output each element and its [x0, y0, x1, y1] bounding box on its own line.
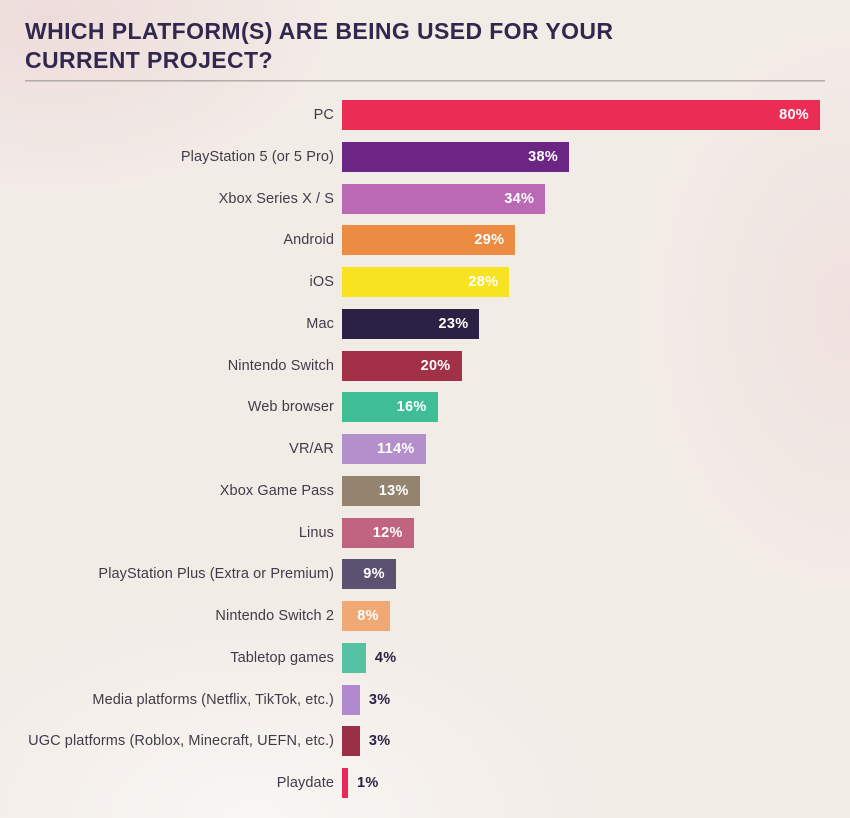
bar-area: 13% — [342, 475, 420, 506]
bar: 13% — [342, 475, 420, 506]
bar-area: 114% — [342, 434, 426, 464]
bar-area: 3% — [342, 726, 391, 757]
bar: 8% — [342, 601, 390, 631]
category-label: UGC platforms (Roblox, Minecraft, UEFN, … — [28, 733, 334, 750]
chart-row: Android 29% — [0, 225, 850, 256]
category-label: Playdate — [276, 775, 334, 791]
page-title-line-2: CURRENT PROJECT? — [25, 47, 273, 73]
category-label: Mac — [306, 315, 334, 332]
category-label: PC — [313, 107, 334, 123]
bar-area: 34% — [342, 183, 546, 214]
bar-area: 16% — [342, 392, 438, 423]
category-label: Android — [283, 232, 334, 249]
chart-row: Web browser 16% — [0, 392, 850, 423]
value-label: 38% — [528, 148, 559, 165]
bar-area: 3% — [342, 684, 391, 715]
category-label: Xbox Series X / S — [218, 190, 334, 207]
chart-header: WHICH PLATFORM(S) ARE BEING USED FOR YOU… — [0, 0, 850, 75]
value-label: 20% — [420, 357, 451, 374]
bar-area: 4% — [342, 642, 397, 673]
page-title-line-1: WHICH PLATFORM(S) ARE BEING USED FOR YOU… — [25, 18, 614, 44]
bar: 114% — [342, 434, 426, 464]
bar: 38% — [342, 141, 570, 172]
chart-row: iOS 28% — [0, 267, 850, 297]
value-label: 12% — [372, 524, 403, 541]
bar: 29% — [342, 225, 516, 256]
value-label: 16% — [396, 399, 427, 416]
category-label: Linus — [298, 524, 334, 541]
category-label: Web browser — [247, 399, 334, 416]
bar-area: 29% — [342, 225, 516, 256]
bar-area: 38% — [342, 141, 570, 172]
category-label: Nintendo Switch 2 — [215, 608, 334, 624]
category-label: Nintendo Switch — [227, 357, 334, 374]
bar: 28% — [342, 267, 510, 297]
chart-row: PC 80% — [0, 100, 850, 130]
bar-chart: PC 80% PlayStation 5 (or 5 Pro) 38% Xbox Ser… — [0, 100, 850, 798]
bar — [342, 642, 366, 673]
bar: 23% — [342, 308, 480, 339]
bar-area: 28% — [342, 267, 510, 297]
chart-row: PlayStation Plus (Extra or Premium) 9% — [0, 559, 850, 590]
value-label: 3% — [368, 691, 391, 708]
bar: 20% — [342, 350, 462, 381]
bar — [342, 684, 360, 715]
value-label: 4% — [374, 649, 397, 666]
bar-area: 8% — [342, 601, 390, 631]
bar: 9% — [342, 559, 396, 590]
bar: 16% — [342, 392, 438, 423]
bar-area: 12% — [342, 517, 414, 548]
value-label: 9% — [363, 566, 385, 583]
chart-row: Nintendo Switch 20% — [0, 350, 850, 381]
value-label: 3% — [368, 733, 391, 750]
bar: 34% — [342, 183, 546, 214]
value-label: 1% — [356, 775, 379, 791]
category-label: Tabletop games — [230, 649, 334, 666]
bar-area: 20% — [342, 350, 462, 381]
category-label: PlayStation 5 (or 5 Pro) — [180, 148, 334, 165]
chart-row: Nintendo Switch 2 8% — [0, 601, 850, 631]
bar — [342, 726, 360, 757]
chart-row: Linus 12% — [0, 517, 850, 548]
chart-row: PlayStation 5 (or 5 Pro) 38% — [0, 141, 850, 172]
category-label: Xbox Game Pass — [219, 482, 334, 499]
bar: 12% — [342, 517, 414, 548]
category-label: iOS — [309, 274, 334, 290]
chart-row: Tabletop games 4% — [0, 642, 850, 673]
chart-row: Mac 23% — [0, 308, 850, 339]
header-divider — [25, 80, 825, 82]
bar — [342, 768, 348, 798]
value-label: 34% — [504, 190, 535, 207]
chart-row: Media platforms (Netflix, TikTok, etc.) 3… — [0, 684, 850, 715]
bar-area: 9% — [342, 559, 396, 590]
category-label: VR/AR — [289, 441, 334, 457]
value-label: 28% — [468, 274, 499, 290]
bar-area: 23% — [342, 308, 480, 339]
value-label: 23% — [438, 315, 469, 332]
value-label: 80% — [779, 107, 809, 123]
chart-row: Xbox Game Pass 13% — [0, 475, 850, 506]
value-label: 8% — [357, 608, 379, 624]
bar-area: 80% — [342, 100, 820, 130]
bar: 80% — [342, 100, 820, 130]
bar-area: 1% — [342, 768, 379, 798]
chart-row: Xbox Series X / S 34% — [0, 183, 850, 214]
chart-row: UGC platforms (Roblox, Minecraft, UEFN, … — [0, 726, 850, 757]
value-label: 114% — [377, 441, 415, 457]
chart-row: VR/AR 114% — [0, 434, 850, 464]
category-label: Media platforms (Netflix, TikTok, etc.) — [92, 691, 334, 708]
value-label: 13% — [378, 482, 409, 499]
chart-row: Playdate 1% — [0, 768, 850, 798]
category-label: PlayStation Plus (Extra or Premium) — [98, 566, 334, 583]
value-label: 29% — [474, 232, 505, 249]
